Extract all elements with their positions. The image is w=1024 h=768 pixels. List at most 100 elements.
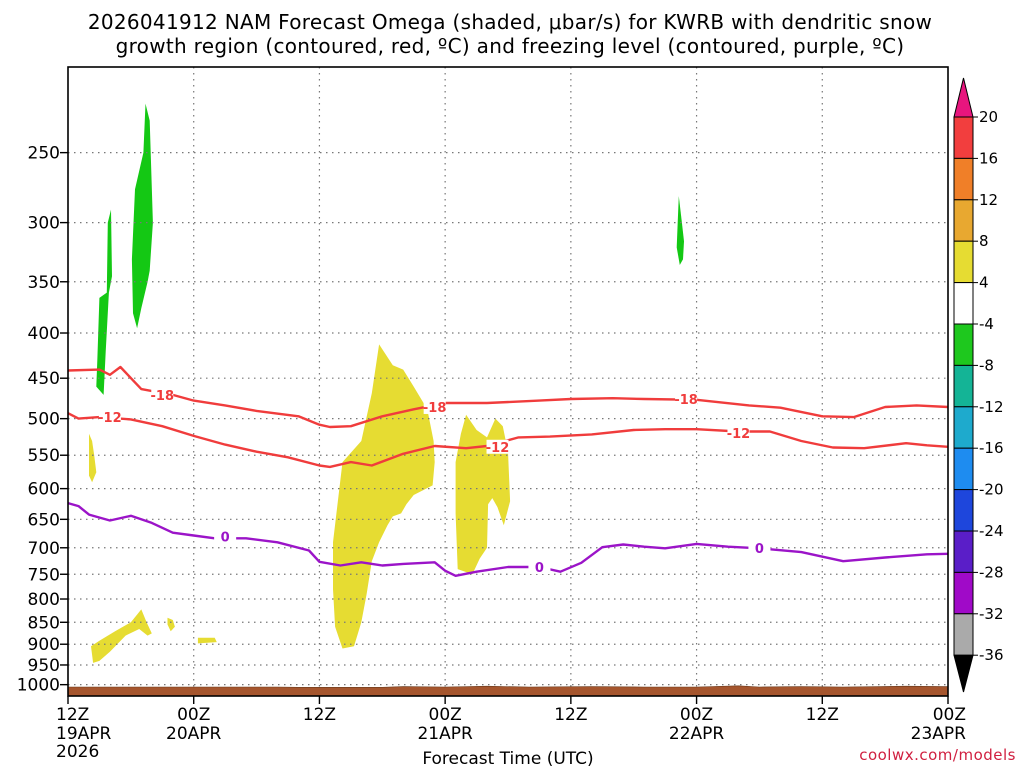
contour-label-bg [486, 439, 509, 454]
gridlines [68, 67, 948, 696]
chart-title: 2026041912 NAM Forecast Omega (shaded, μ… [88, 10, 932, 58]
colorbar-label: -12 [979, 398, 1004, 416]
title-line-1: 2026041912 NAM Forecast Omega (shaded, μ… [88, 10, 932, 34]
omega-region-4-7 [333, 344, 435, 649]
colorbar-segment [953, 116, 974, 159]
contour-label--12: -12 [98, 411, 122, 426]
y-tick-label: 550 [28, 446, 60, 466]
contour-label-bg [98, 410, 121, 425]
y-tick-label: 250 [28, 144, 60, 164]
contour-label--18: -18 [423, 401, 447, 416]
y-tick-label: 350 [28, 273, 60, 293]
omega-region--8-1 [131, 103, 153, 329]
colorbar-label: -16 [979, 439, 1004, 457]
contour-line-0-2 [67, 501, 949, 577]
contour-label-bg [528, 560, 551, 575]
x-tick-label: 12Z [806, 705, 839, 725]
colorbar-label: 8 [979, 232, 989, 250]
y-tick-label: 450 [28, 369, 60, 389]
colorbar-label: 16 [979, 149, 998, 167]
colorbar-label: -8 [979, 356, 994, 374]
contour-label-bg [675, 391, 698, 406]
colorbar-segment [953, 157, 974, 201]
omega-region-4-6 [197, 637, 217, 644]
y-tick-label: 1000 [17, 676, 60, 696]
y-tick-label: 300 [28, 214, 60, 234]
colorbar-segment [953, 447, 974, 491]
y-tick-label: 800 [28, 590, 60, 610]
terrain-fill [67, 685, 949, 697]
omega-region--8-2 [676, 196, 684, 265]
colorbar-top-triangle [953, 77, 974, 118]
colorbar-segment [953, 571, 974, 615]
x-tick-label: 12Z [554, 705, 587, 725]
contour-label--12: -12 [727, 427, 751, 442]
title-line-2: growth region (contoured, red, ºC) and f… [116, 34, 905, 58]
x-tick-date: 23APR [911, 724, 967, 744]
omega-region-4-8 [455, 414, 511, 575]
omega-region-4-5 [167, 617, 175, 632]
y-tick-label: 900 [28, 635, 60, 655]
contour-label-0: 0 [755, 542, 764, 557]
colorbar-label: -20 [979, 481, 1004, 499]
colorbar-label: 20 [979, 108, 998, 126]
colorbar-segment [953, 613, 974, 656]
x-tick-label: 12Z [303, 705, 336, 725]
y-tick-label: 400 [28, 324, 60, 344]
contour-line--12-1 [67, 412, 949, 469]
y-tick-label: 700 [28, 539, 60, 559]
omega-shaded-regions [89, 103, 684, 663]
y-tick-label: 500 [28, 410, 60, 430]
x-tick-date: 22APR [669, 724, 725, 744]
colorbar-segment [953, 240, 974, 284]
colorbar-label: 4 [979, 274, 989, 292]
y-tick-label: 650 [28, 510, 60, 530]
colorbar-label: -28 [979, 563, 1004, 581]
y-tick-label: 600 [28, 480, 60, 500]
contour-label-bg [727, 425, 750, 440]
contour-label-bg [423, 399, 446, 414]
contour-label-0: 0 [535, 561, 544, 576]
temperature-contours: -18 -18 -18 -12 -12 -12 0 0 0 [67, 365, 949, 577]
x-tick-date: 20APR [166, 724, 222, 744]
x-tick-label: 00Z [177, 705, 210, 725]
contour-label--18: -18 [674, 393, 698, 408]
contour-label-bg [748, 540, 771, 555]
x-tick-label: 00Z [680, 705, 713, 725]
contour-label-bg [151, 387, 174, 402]
colorbar-label: -32 [979, 605, 1004, 623]
y-tick-label: 950 [28, 656, 60, 676]
x-tick-date: 21APR [417, 724, 473, 744]
x-tick-label: 12Z [56, 705, 89, 725]
x-tick-label: 00Z [933, 705, 966, 725]
x-axis-label: Forecast Time (UTC) [422, 749, 593, 768]
x-tick-label: 00Z [429, 705, 462, 725]
x-tick-year: 2026 [56, 742, 99, 762]
colorbar-segment [953, 530, 974, 573]
contour-label-0: 0 [221, 531, 230, 546]
contour-label--18: -18 [151, 389, 175, 404]
colorbar-label: 12 [979, 191, 998, 209]
colorbar-label: -4 [979, 315, 994, 333]
contour-label-bg [214, 529, 237, 544]
y-tick-label: 850 [28, 613, 60, 633]
colorbar: 20 16 12 8 4 -4 -8 -12 -16 -20 -24 -28 -32 -36 [953, 77, 1004, 693]
colorbar-segment [953, 282, 974, 325]
colorbar-bottom-triangle [953, 654, 974, 693]
y-tick-label: 750 [28, 565, 60, 585]
contour-line--18-0 [67, 365, 949, 429]
watermark: coolwx.com/models [859, 746, 1016, 764]
colorbar-segment [953, 406, 974, 449]
pressure-axis: 2503003504004505005506006507007508008509… [17, 144, 68, 696]
plot-frame [67, 66, 949, 697]
colorbar-label: -24 [979, 522, 1004, 540]
colorbar-segment [953, 489, 974, 532]
surface-terrain [67, 685, 949, 697]
contour-label--12: -12 [486, 441, 510, 456]
colorbar-segment [953, 323, 974, 366]
x-tick-date: 19APR [56, 724, 112, 744]
omega-region--8-0 [96, 209, 112, 395]
colorbar-label: -36 [979, 646, 1004, 664]
